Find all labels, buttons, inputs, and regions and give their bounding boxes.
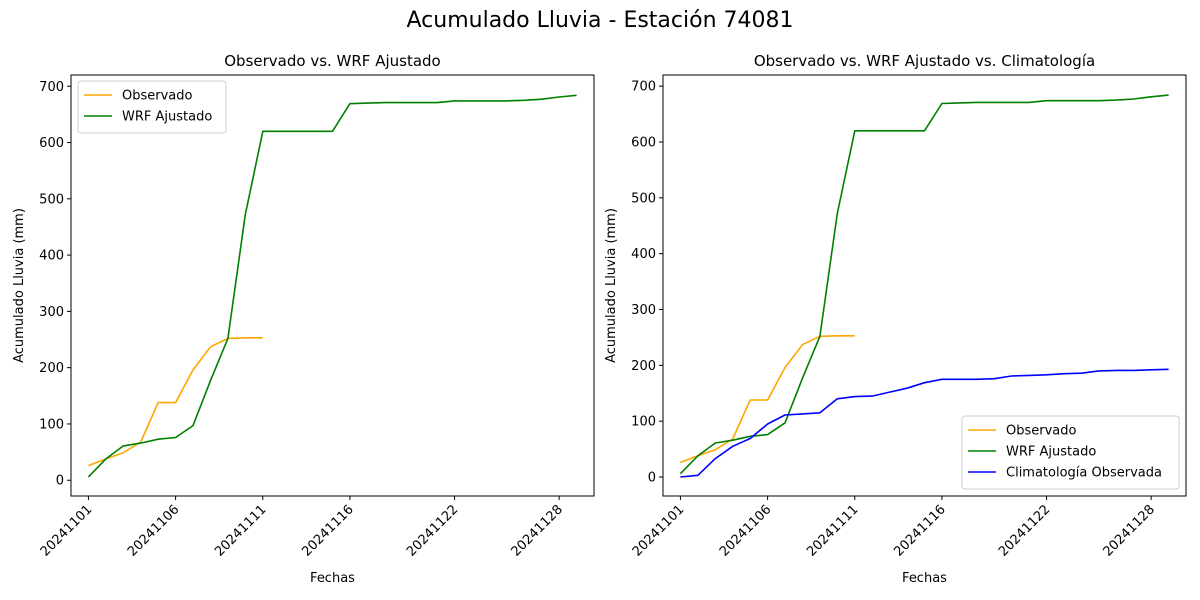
y-tick-label: 500: [631, 191, 656, 206]
legend-frame: [77, 80, 227, 134]
y-tick-label: 100: [39, 417, 64, 432]
y-tick-label: 400: [39, 249, 64, 264]
y-tick-label: 400: [631, 247, 656, 262]
legend-label: Observado: [122, 89, 193, 104]
y-tick-label: 100: [631, 415, 656, 430]
series-line-observado: [88, 336, 263, 467]
series-line-observado: [680, 334, 855, 464]
y-tick-label: 700: [631, 80, 656, 95]
chart-left: Observado vs. WRF Ajustado Fechas Acumul…: [12, 52, 595, 586]
y-tick-label: 200: [39, 361, 64, 376]
legend-frame: [961, 415, 1180, 490]
y-axis-label: Acumulado Lluvia (mm): [604, 208, 619, 363]
chart-right: Observado vs. WRF Ajustado vs. Climatolo…: [604, 52, 1187, 586]
legend-label: WRF Ajustado: [122, 110, 212, 125]
x-tick-label: 20241106: [717, 502, 774, 559]
y-tick-label: 500: [39, 192, 64, 207]
x-tick-label: 20241116: [891, 502, 948, 559]
legend: Observado WRF Ajustado: [77, 80, 227, 134]
y-tick-label: 300: [39, 305, 64, 320]
y-tick-label: 200: [631, 359, 656, 374]
series-line-wrf-ajustado: [87, 94, 577, 478]
y-tick-label: 700: [39, 80, 64, 95]
axes-frame: [70, 74, 595, 497]
x-tick-label: 20241116: [299, 502, 356, 559]
legend-label: Climatología Observada: [1006, 466, 1162, 481]
x-tick-label: 20241122: [996, 502, 1053, 559]
x-tick-label: 20241101: [38, 502, 95, 559]
x-tick-label: 20241106: [125, 502, 182, 559]
x-axis-label: Fechas: [310, 571, 355, 586]
legend-label: Observado: [1006, 424, 1077, 439]
x-tick-label: 20241128: [1101, 502, 1158, 559]
x-axis-label: Fechas: [902, 571, 947, 586]
x-tick-label: 20241122: [404, 502, 461, 559]
y-tick-label: 600: [631, 136, 656, 151]
y-tick-label: 300: [631, 303, 656, 318]
series-line-wrf-ajustado: [679, 94, 1169, 475]
y-axis-label: Acumulado Lluvia (mm): [12, 208, 27, 363]
x-tick-label: 20241128: [509, 502, 566, 559]
y-tick-label: 0: [56, 474, 64, 489]
axes-frame: [662, 74, 1187, 497]
chart-title: Observado vs. WRF Ajustado vs. Climatolo…: [754, 52, 1095, 70]
x-tick-label: 20241111: [804, 502, 861, 559]
chart-title: Observado vs. WRF Ajustado: [224, 52, 440, 70]
figure-title: Acumulado Lluvia - Estación 74081: [406, 8, 794, 33]
legend: Observado WRF Ajustado Climatología Observ…: [961, 415, 1180, 490]
series-line-climatología-observada: [680, 368, 1169, 478]
y-tick-label: 600: [39, 136, 64, 151]
x-tick-label: 20241111: [212, 502, 269, 559]
legend-label: WRF Ajustado: [1006, 445, 1096, 460]
x-tick-label: 20241101: [630, 502, 687, 559]
y-tick-label: 0: [648, 471, 656, 486]
